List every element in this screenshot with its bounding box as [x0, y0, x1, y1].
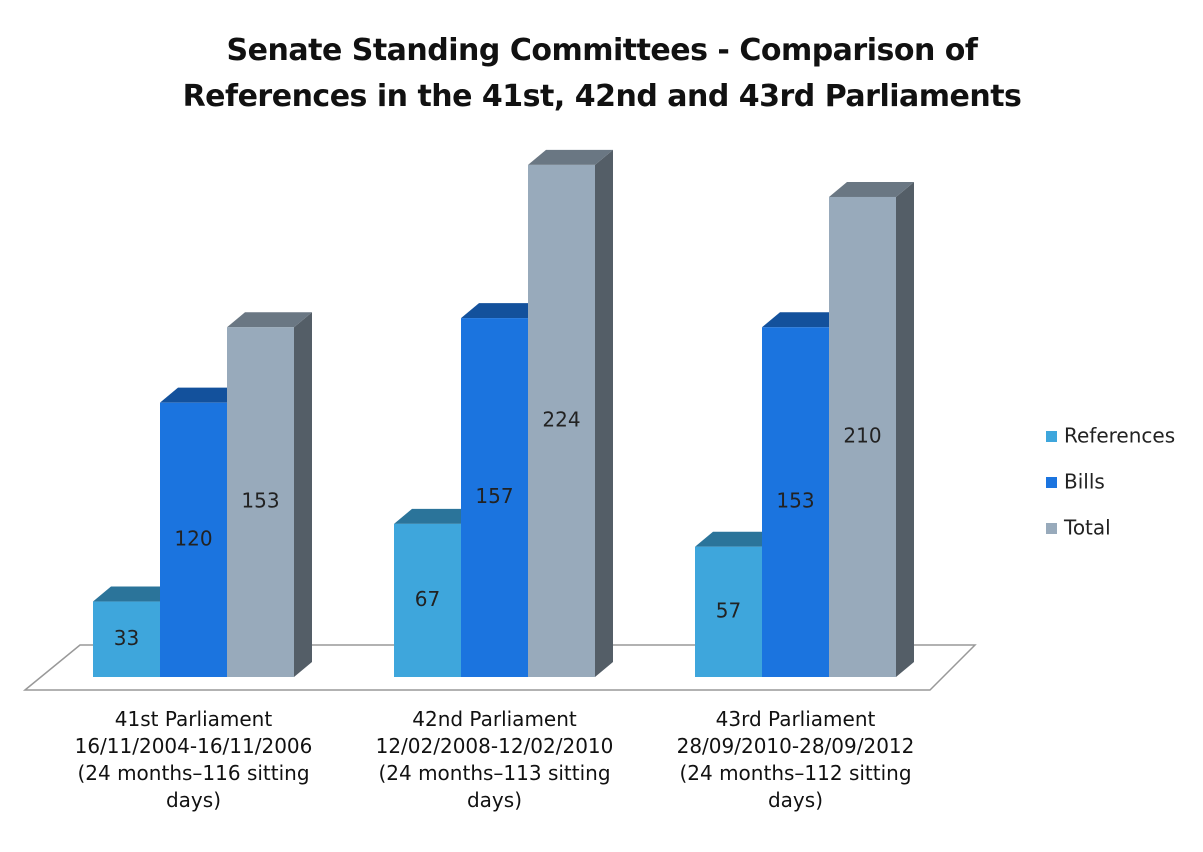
- legend-swatch: [1046, 477, 1057, 488]
- bar: [394, 523, 461, 677]
- bar: [762, 327, 829, 677]
- bar-top: [93, 586, 178, 602]
- legend-swatch: [1046, 523, 1057, 534]
- data-label: 153: [776, 489, 814, 513]
- legend-label: References: [1064, 424, 1175, 448]
- bar: [227, 327, 294, 677]
- bar-top: [160, 387, 245, 403]
- bar-side: [595, 149, 613, 677]
- bar-side: [294, 312, 312, 677]
- data-label: 120: [174, 526, 212, 550]
- data-label: 57: [716, 598, 741, 622]
- bar: [160, 402, 227, 677]
- bar: [829, 196, 896, 677]
- chart-title: Senate Standing Committees - Comparison …: [182, 33, 1022, 114]
- bar-side: [896, 181, 914, 677]
- data-label: 33: [114, 626, 139, 650]
- data-label: 224: [542, 407, 580, 431]
- data-label: 157: [475, 484, 513, 508]
- bar-top: [762, 312, 847, 328]
- bar: [528, 164, 595, 677]
- bar-top: [394, 508, 479, 524]
- data-label: 153: [241, 489, 279, 513]
- bar-top: [695, 531, 780, 547]
- legend-swatch: [1046, 431, 1057, 442]
- legend-label: Total: [1063, 516, 1111, 540]
- data-label: 210: [843, 423, 881, 447]
- x-tick-label: 42nd Parliament 12/02/2008-12/02/2010 (2…: [375, 707, 614, 812]
- bar-top: [829, 181, 914, 197]
- bar: [695, 546, 762, 677]
- bar: [461, 318, 528, 677]
- data-label: 67: [415, 587, 440, 611]
- bar-top: [528, 149, 613, 165]
- x-tick-label: 41st Parliament 16/11/2004-16/11/2006 (2…: [74, 707, 313, 812]
- legend-label: Bills: [1064, 470, 1105, 494]
- bar: [93, 601, 160, 677]
- x-tick-label: 43rd Parliament 28/09/2010-28/09/2012 (2…: [676, 707, 915, 812]
- bar-top: [461, 303, 546, 319]
- bar-top: [227, 312, 312, 328]
